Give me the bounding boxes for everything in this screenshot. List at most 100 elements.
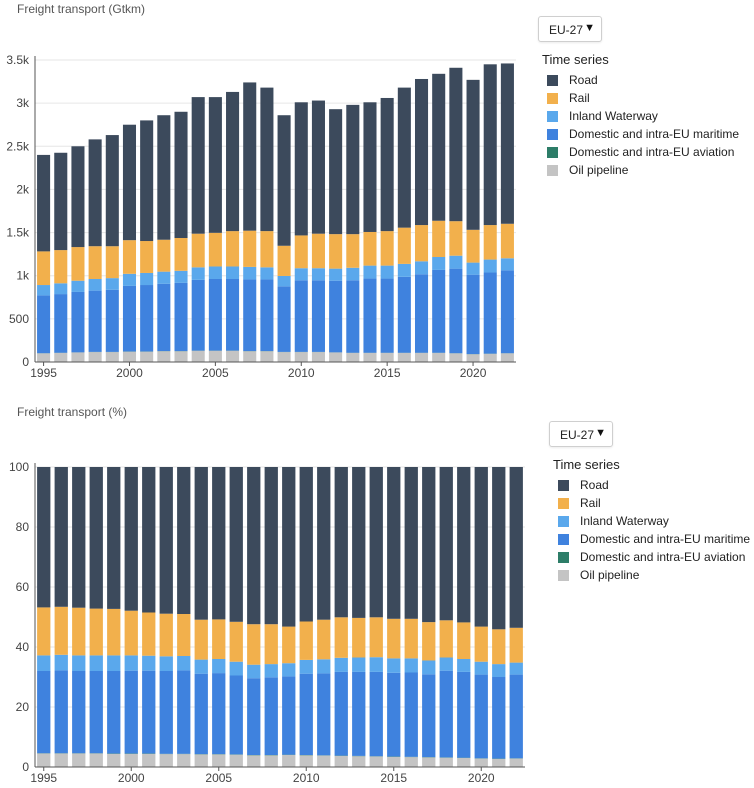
bar-segment [277, 275, 291, 287]
bar-segment [140, 120, 154, 242]
bar-segment [229, 467, 243, 622]
bar-segment [122, 124, 137, 241]
bar-segment [387, 467, 401, 619]
chart-title: Freight transport (Gtkm) [17, 2, 146, 16]
bar-segment [346, 104, 360, 235]
bar-segment [311, 268, 325, 281]
legend-item-aviation[interactable]: Domestic and intra-EU aviation [553, 548, 750, 566]
bar-segment [282, 663, 296, 677]
legend-item-inland-waterway[interactable]: Inland Waterway [542, 107, 739, 125]
bar-segment [352, 617, 366, 658]
bar-segment [105, 278, 119, 290]
bar-segment [264, 664, 278, 678]
bar-segment [449, 353, 463, 362]
bar-segment [124, 467, 138, 611]
bar-segment [122, 240, 137, 274]
bar-segment [432, 220, 446, 257]
region-select[interactable]: EU-27 ▼ [549, 421, 613, 447]
bar-segment [492, 467, 506, 630]
bar-segment [243, 82, 257, 231]
bar-segment [509, 627, 523, 663]
legend-swatch [547, 74, 558, 86]
bar-segment [432, 352, 446, 362]
bar-segment [282, 467, 296, 627]
bar-segment [457, 622, 471, 659]
bar-segment [414, 261, 429, 275]
bar-segment [260, 279, 274, 352]
bar-segment [208, 350, 222, 362]
legend-swatch [547, 110, 558, 122]
stacked-bar-chart-gtkm: 0 500 1k 1.5k 2k 2.5k 3k 3.5k 1995 2000 2005 2010 20… [6, 53, 516, 380]
legend-heading: Time series [542, 52, 609, 67]
bar-segment [363, 231, 377, 266]
bar-segment [174, 351, 188, 362]
bar-segment [142, 753, 156, 767]
bar-segment [466, 274, 480, 355]
bar-segment [191, 233, 205, 268]
y-tick-label: 1.5k [6, 226, 30, 240]
legend-swatch [547, 146, 558, 158]
bar-segment [89, 671, 103, 754]
bar-segment [509, 758, 523, 767]
bar-segment [247, 467, 261, 625]
legend-item-rail[interactable]: Rail [553, 494, 750, 512]
bar-segment [89, 467, 103, 609]
bar-segment [492, 677, 506, 759]
bar-segment [439, 620, 453, 658]
bar-segment [140, 285, 154, 352]
legend-item-oil-pipeline[interactable]: Oil pipeline [542, 161, 739, 179]
legend-item-maritime[interactable]: Domestic and intra-EU maritime [542, 125, 739, 143]
bar-segment [88, 278, 102, 291]
y-tick-label: 40 [16, 640, 30, 654]
bar-segment [352, 756, 366, 767]
bar-segment [311, 100, 325, 234]
legend-item-road[interactable]: Road [542, 71, 739, 89]
bar-segment [37, 607, 51, 656]
bar-segment [72, 671, 86, 754]
y-tick-label: 60 [16, 580, 30, 594]
bar-segment [334, 657, 348, 672]
legend-swatch [558, 551, 569, 563]
bar-segment [474, 467, 488, 627]
bar-segment [414, 274, 429, 353]
legend-item-inland-waterway[interactable]: Inland Waterway [553, 512, 750, 530]
bar-segment [282, 676, 296, 755]
bar-segment [483, 353, 497, 362]
bar-segment [229, 675, 243, 755]
bar-segment [352, 657, 366, 672]
legend-swatch [558, 569, 569, 581]
bar-segment [474, 674, 488, 759]
bar-segment [466, 262, 480, 275]
legend-item-road[interactable]: Road [553, 476, 750, 494]
bar-segment [439, 670, 453, 758]
bar-segment [492, 664, 506, 677]
bar-segment [208, 278, 222, 351]
legend-item-oil-pipeline[interactable]: Oil pipeline [553, 566, 750, 584]
bar-segment [380, 352, 394, 362]
bar-segment [414, 225, 429, 262]
bar-segment [194, 659, 208, 674]
bar-segment [346, 234, 360, 268]
bar-segment [124, 670, 138, 754]
bar-segment [500, 258, 514, 271]
bar-segment [439, 757, 453, 767]
legend-item-aviation[interactable]: Domestic and intra-EU aviation [542, 143, 739, 161]
legend-label: Rail [569, 91, 590, 105]
x-tick-label: 1995 [30, 771, 57, 785]
bar-segment [500, 353, 514, 362]
bar-segment [247, 755, 261, 767]
bar-segment [317, 467, 331, 620]
bar-segment [37, 655, 51, 671]
bar-segment [483, 64, 497, 226]
bar-segment [140, 351, 154, 362]
region-select-value: EU-27 [560, 428, 595, 442]
bar-segment [363, 352, 377, 362]
bar-segment [174, 270, 188, 283]
x-tick-label: 2010 [288, 366, 315, 380]
bar-segment [294, 268, 308, 281]
legend-item-maritime[interactable]: Domestic and intra-EU maritime [553, 530, 750, 548]
legend-item-rail[interactable]: Rail [542, 89, 739, 107]
legend-label: Road [580, 478, 609, 492]
region-select[interactable]: EU-27 ▼ [538, 16, 602, 42]
bar-segment [369, 756, 383, 767]
